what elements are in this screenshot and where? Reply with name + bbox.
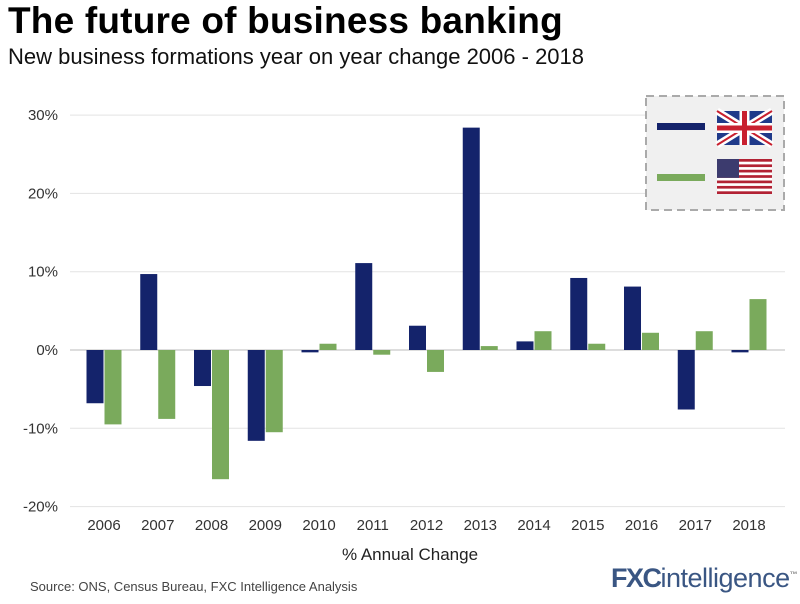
x-tick-label: 2013 [464,517,497,534]
source-note: Source: ONS, Census Bureau, FXC Intellig… [30,579,358,594]
x-tick-label: 2018 [732,517,765,534]
us-flag-stripe [717,159,772,162]
bar-2007-uk [140,274,158,350]
x-tick-label: 2015 [571,517,604,534]
x-tick-label: 2017 [679,517,712,534]
bar-2014-us [534,331,552,350]
bar-2013-uk [462,127,480,351]
uk-flag-cross-red [717,111,772,145]
bar-2015-uk [570,277,588,350]
x-tick-label: 2008 [195,517,228,534]
bar-2016-uk [624,286,641,350]
y-tick-label: -10% [23,420,58,437]
bar-2009-uk [247,350,265,441]
y-tick-label: -20% [23,499,58,516]
us-flag-stripe [717,191,772,194]
bar-2017-us [695,331,713,350]
bar-2013-us [480,346,498,350]
bar-2008-uk [194,350,211,387]
bar-2018-uk [731,350,749,353]
us-flag-stripe [717,185,772,189]
page-subtitle: New business formations year on year cha… [8,44,585,69]
bar-2009-us [265,350,283,433]
bar-2015-us [588,343,606,350]
x-tick-label: 2012 [410,517,443,534]
us-flag-stripe [717,164,772,168]
bar-2011-uk [355,263,373,350]
y-tick-label: 10% [28,264,58,281]
legend [645,95,785,211]
us-flag-stripe [717,169,772,173]
y-tick-label: 20% [28,185,58,202]
y-tick-label: 30% [28,107,58,124]
x-tick-label: 2011 [357,517,389,534]
bar-2006-us [104,350,122,425]
bar-2010-uk [301,350,319,353]
bar-2010-us [319,343,337,350]
bar-2011-us [373,350,391,355]
bar-2008-us [212,350,229,480]
x-axis-label: % Annual Change [342,545,478,564]
bar-2017-uk [677,350,695,410]
bar-2014-uk [516,341,534,350]
bar-2012-us [427,350,444,372]
legend-swatch-uk [657,123,705,130]
x-tick-label: 2010 [302,517,335,534]
x-tick-label: 2009 [249,517,282,534]
bar-2018-us [749,299,767,350]
legend-swatch-us [657,174,705,181]
page-title: The future of business banking [8,0,563,41]
us-flag-canton [717,159,739,178]
x-tick-label: 2014 [517,517,550,534]
bar-2007-us [158,350,176,419]
bar-2012-uk [409,325,426,350]
bar-2016-us [642,332,659,350]
x-tick-label: 2006 [87,517,120,534]
x-tick-label: 2016 [625,517,658,534]
y-tick-label: 0% [36,342,58,359]
us-flag-stripe [717,180,772,184]
fxc-logo: FXCintelligence™ [611,563,797,593]
us-flag-stripe [717,175,772,178]
bar-2006-uk [86,350,104,404]
x-tick-label: 2007 [141,517,174,534]
